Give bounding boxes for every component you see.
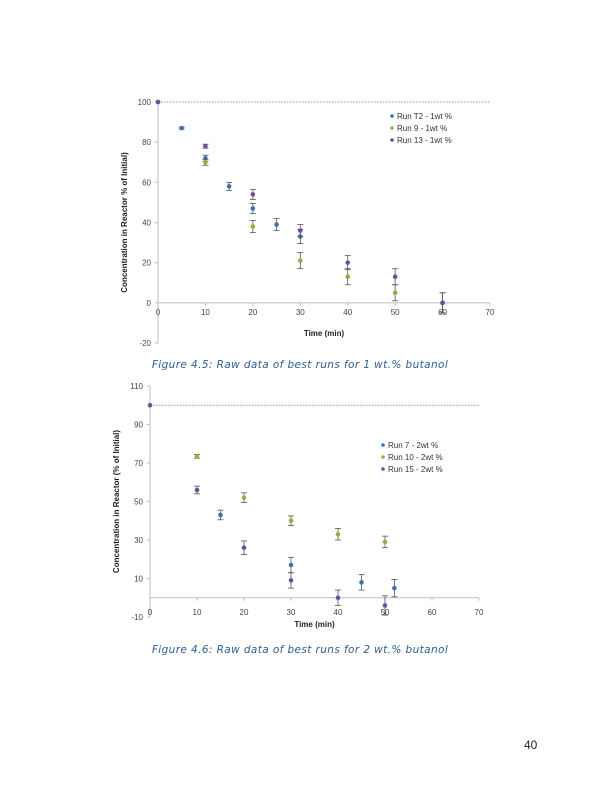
data-point-run-15-2wt- (241, 545, 247, 550)
legend-entry: Run 15 - 2wt % (388, 465, 443, 474)
legend-marker (390, 126, 394, 130)
legend-entry: Run 9 - 1wt % (397, 124, 447, 133)
x-tick-label: 20 (248, 308, 257, 317)
legend-marker (381, 467, 385, 471)
figure-caption-4-5: Figure 4.5: Raw data of best runs for 1 … (151, 359, 449, 371)
legend-entry: Run T2 - 1wt % (397, 112, 452, 121)
y-tick-label: -20 (139, 339, 151, 348)
data-point-run-13-1wt- (392, 274, 398, 280)
data-point-run-10-2wt- (382, 539, 388, 545)
figure-caption-4-6: Figure 4.6: Raw data of best runs for 2 … (151, 644, 449, 656)
x-tick-label: 30 (287, 608, 296, 617)
y-tick-label: 10 (134, 575, 143, 584)
data-point-run-7-2wt- (218, 512, 223, 518)
y-tick-label: -10 (131, 613, 143, 622)
data-point-run-13-1wt- (440, 300, 445, 306)
legend-marker (390, 138, 394, 142)
x-tick-label: 60 (428, 608, 437, 617)
data-point-run-10-2wt- (335, 531, 341, 537)
data-point-run-13-1wt- (155, 99, 161, 105)
x-tick-label: 40 (334, 608, 343, 617)
data-point-run-13-1wt- (345, 260, 351, 265)
y-axis-title: Concentration in Reactor (% of Initial) (112, 430, 121, 573)
data-point-run-15-2wt- (147, 402, 153, 408)
data-point-run-15-2wt- (288, 578, 294, 583)
y-tick-label: 0 (147, 299, 152, 308)
data-point-run-t2-1wt- (179, 125, 185, 131)
data-point-run-10-2wt- (288, 518, 294, 524)
x-tick-label: 0 (148, 608, 153, 617)
data-point-run-9-1wt- (392, 290, 398, 296)
y-tick-label: 20 (142, 259, 151, 268)
data-point-run-9-1wt- (345, 274, 351, 280)
y-tick-label: 40 (142, 219, 151, 228)
y-tick-label: 30 (134, 536, 143, 545)
y-tick-label: 70 (134, 459, 143, 468)
data-point-run-15-2wt- (335, 595, 341, 601)
data-point-run-13-1wt- (203, 143, 208, 149)
data-point-run-13-1wt- (297, 228, 303, 233)
data-point-run-9-1wt- (297, 258, 303, 263)
y-tick-label: 90 (134, 421, 143, 430)
y-tick-label: 110 (130, 382, 143, 391)
data-point-run-7-2wt- (288, 562, 294, 568)
y-tick-label: 80 (142, 138, 151, 147)
data-point-run-15-2wt- (194, 487, 200, 493)
x-tick-label: 70 (475, 608, 484, 617)
x-axis-title: Time (min) (304, 329, 345, 338)
y-axis-title: Concentration in Reactor % of Initial) (120, 152, 129, 293)
data-point-run-10-2wt- (241, 495, 247, 500)
data-point-run-15-2wt- (382, 603, 388, 608)
data-point-run-10-2wt- (194, 453, 200, 459)
x-tick-label: 20 (240, 608, 249, 617)
y-tick-label: 100 (138, 98, 152, 107)
legend-entry: Run 13 - 1wt % (397, 136, 452, 145)
legend-entry: Run 7 - 2wt % (388, 441, 438, 450)
data-point-run-9-1wt- (250, 224, 256, 229)
data-point-run-7-2wt- (392, 585, 397, 591)
legend-marker (381, 455, 385, 459)
data-point-run-13-1wt- (250, 192, 256, 197)
legend-marker (381, 443, 385, 447)
y-tick-label: 50 (134, 498, 143, 507)
data-point-run-7-2wt- (359, 580, 364, 585)
x-tick-label: 70 (486, 308, 495, 317)
y-tick-label: 60 (142, 178, 151, 187)
x-tick-label: 10 (201, 308, 210, 317)
x-tick-label: 40 (343, 308, 352, 317)
legend-entry: Run 10 - 2wt % (388, 453, 443, 462)
data-point-run-t2-1wt- (250, 206, 256, 211)
page-number: 40 (524, 738, 538, 752)
x-tick-label: 0 (156, 308, 161, 317)
x-tick-label: 30 (296, 308, 305, 317)
x-tick-label: 10 (193, 608, 202, 617)
legend-marker (390, 114, 394, 118)
x-axis-title: Time (min) (294, 620, 335, 629)
data-point-run-9-1wt- (203, 159, 208, 165)
data-point-run-t2-1wt- (226, 184, 232, 189)
x-tick-label: 50 (391, 308, 400, 317)
data-point-run-t2-1wt- (274, 222, 279, 227)
